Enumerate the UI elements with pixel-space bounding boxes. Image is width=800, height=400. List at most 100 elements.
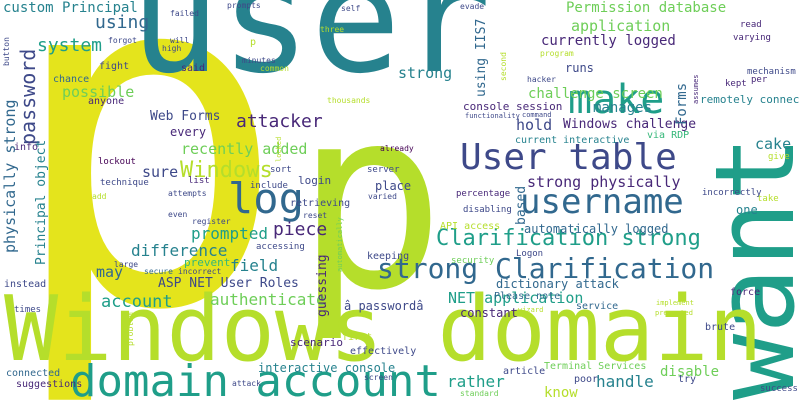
word-60: every	[170, 125, 207, 139]
word-71: service	[576, 301, 619, 312]
word-122: standard	[460, 389, 499, 398]
word-13: Windows	[180, 158, 273, 183]
word-65: API access	[440, 221, 501, 232]
word-77: said	[181, 63, 206, 74]
word-90: success	[760, 384, 798, 394]
word-28: attacker	[236, 111, 323, 132]
word-144: presented	[655, 309, 693, 317]
word-21: challenge screen	[528, 86, 663, 102]
word-118: use	[390, 153, 405, 162]
word-47: know	[544, 385, 578, 400]
word-17: Permission database	[566, 0, 727, 16]
word-76: info	[14, 142, 39, 153]
word-85: effectively	[350, 346, 417, 357]
word-115: server	[367, 165, 400, 175]
word-126: common	[260, 64, 289, 73]
word-138: program	[540, 49, 574, 58]
word-89: try	[678, 374, 697, 385]
word-23: Windows challenge	[563, 117, 697, 132]
word-123: even	[168, 210, 188, 219]
word-24: hold	[516, 116, 553, 134]
word-95: kept	[725, 79, 747, 89]
word-25: cake	[755, 135, 792, 153]
word-51: Forms	[674, 82, 690, 125]
word-108: lockout	[98, 157, 136, 167]
word-61: login	[298, 174, 332, 187]
word-49: Principal object	[34, 139, 49, 265]
word-105: include	[250, 181, 288, 191]
word-54: runs	[565, 61, 594, 75]
word-96: give	[768, 152, 790, 162]
word-39: may	[96, 263, 124, 281]
word-56: based	[514, 185, 529, 225]
word-11: strong Clarification	[377, 252, 715, 285]
word-142: assumes	[692, 74, 700, 104]
word-91: mechanism	[747, 67, 796, 77]
word-68: via RDP	[647, 130, 690, 141]
word-132: failed	[170, 9, 199, 18]
word-62: place	[375, 179, 412, 193]
word-72: brute	[705, 322, 736, 333]
word-134: high	[162, 44, 182, 53]
word-57: guessing	[315, 254, 330, 317]
word-30: Web Forms	[150, 109, 221, 124]
word-131: evade	[460, 2, 485, 11]
word-100: disabling	[463, 205, 512, 215]
word-127: minutes	[242, 56, 276, 65]
word-29: recently added	[181, 140, 308, 158]
word-42: NET application	[448, 289, 584, 307]
word-44: handle	[596, 372, 654, 391]
word-109: register	[192, 217, 231, 226]
word-141: command	[522, 111, 552, 119]
word-129: prompts	[227, 1, 261, 10]
word-84: times	[14, 305, 42, 315]
word-86: first	[342, 332, 373, 343]
word-1: p	[5, 0, 288, 400]
word-12: Clarification strong	[436, 226, 701, 251]
word-124: add	[92, 192, 107, 201]
word-137: second	[499, 52, 508, 81]
word-4: p	[295, 54, 446, 345]
word-143: implement	[656, 299, 694, 307]
word-45: rather	[447, 372, 505, 391]
word-111: accessing	[256, 242, 305, 252]
word-107: technique	[100, 178, 149, 188]
word-92: read	[740, 20, 762, 30]
word-74: retrieving	[290, 198, 351, 209]
word-93: varying	[733, 33, 771, 43]
word-59: console session	[463, 100, 563, 113]
word-116: varied	[368, 192, 397, 201]
word-6: domain account	[70, 356, 441, 400]
word-73: force	[730, 287, 761, 298]
word-133: will	[170, 36, 190, 45]
word-119: screen	[364, 373, 393, 382]
word-70: scenario	[290, 336, 343, 349]
word-125: thousands	[327, 96, 371, 105]
word-34: piece	[273, 219, 328, 240]
word-15: using	[95, 12, 150, 33]
word-63: Please note	[494, 291, 561, 302]
word-99: percentage	[456, 189, 511, 199]
word-146: automatically	[336, 217, 344, 272]
word-38: authenticate	[210, 290, 326, 309]
word-106: attempts	[168, 189, 207, 198]
word-139: hacker	[527, 75, 556, 84]
word-8: username	[520, 182, 684, 222]
word-136: button	[2, 37, 11, 66]
word-36: ASP NET User Roles	[158, 276, 299, 291]
word-41: automatically logged	[524, 222, 669, 236]
word-69: prevent	[184, 256, 231, 269]
word-64: â passwordâ	[344, 299, 424, 313]
word-148: p	[250, 37, 257, 48]
word-87: article	[503, 366, 546, 377]
word-16: custom Principal	[3, 0, 138, 16]
word-128: three	[320, 25, 345, 34]
word-37: account	[101, 292, 173, 312]
word-10: log	[228, 174, 304, 223]
word-97: take	[757, 194, 779, 204]
word-117: already	[380, 144, 414, 153]
word-120: problem	[126, 312, 135, 346]
word-80: anyone	[88, 96, 125, 107]
word-103: list	[188, 176, 210, 186]
word-32: difference	[131, 241, 228, 260]
